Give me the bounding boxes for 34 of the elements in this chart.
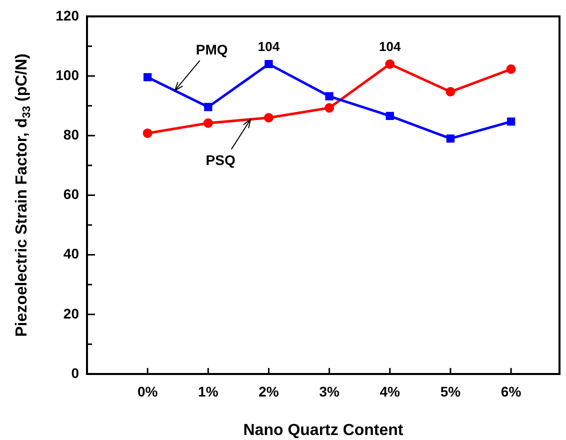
point — [204, 102, 212, 112]
x-axis-title: Nano Quartz Content — [243, 422, 404, 439]
point — [264, 60, 273, 68]
text: PMQ — [196, 41, 228, 58]
point — [264, 112, 274, 122]
x-tick-label: 2% — [258, 383, 280, 400]
x-tick-label: 0% — [137, 383, 158, 400]
point — [446, 87, 456, 97]
point — [506, 64, 516, 74]
y-tick-label: 100 — [56, 66, 80, 83]
x-tick-label: 3% — [319, 383, 340, 400]
point — [506, 118, 516, 126]
y-tick-label: 40 — [63, 246, 80, 262]
point — [142, 128, 152, 138]
y-tick-label: 60 — [63, 186, 80, 202]
x-tick-label: 6% — [500, 383, 522, 400]
y-tick-label: 0 — [71, 364, 80, 381]
point — [203, 118, 213, 128]
point — [324, 103, 334, 113]
y-tick-label: 120 — [56, 7, 80, 24]
series-label: PSQ — [206, 152, 236, 168]
y-axis-title: Piezoelectric Strain Factor, d33 (pC/N) — [13, 53, 33, 337]
x-tick-label: 4% — [380, 383, 401, 400]
annotation: 104 — [258, 39, 280, 54]
x-tick-label: 1% — [198, 383, 219, 400]
point — [446, 134, 455, 143]
point — [386, 112, 394, 120]
x-tick-label: 5% — [440, 383, 462, 400]
point — [144, 73, 152, 82]
annotation: 104 — [379, 39, 402, 54]
y-tick-label: 20 — [63, 305, 80, 322]
point — [325, 92, 334, 100]
point — [385, 59, 395, 69]
y-tick-label: 80 — [63, 126, 80, 142]
